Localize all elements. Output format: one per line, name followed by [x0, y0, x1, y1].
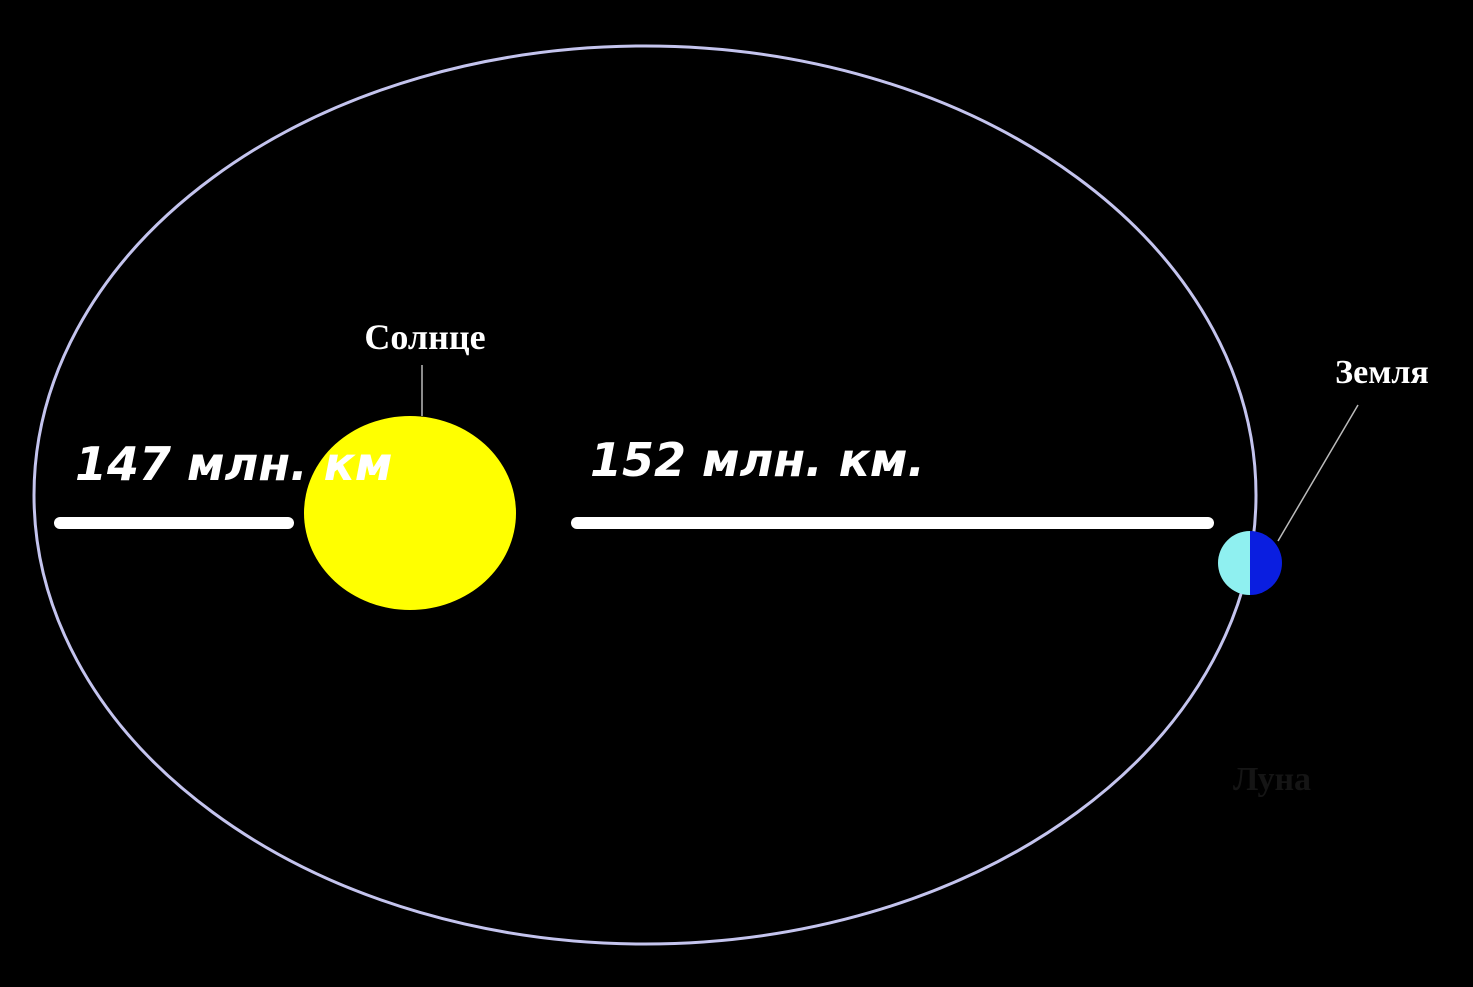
aphelion-label: 152 млн. км. [590, 433, 925, 487]
page: Солнце 147 млн. км 152 млн. км. Земля Лу… [0, 0, 1473, 987]
background [0, 0, 1473, 987]
sun-label: Солнце [364, 317, 485, 357]
earth [1218, 531, 1282, 595]
earth-label: Земля [1335, 354, 1429, 391]
perihelion-label: 147 млн. км [75, 437, 392, 491]
moon-label: Луна [1233, 761, 1311, 798]
orbit-diagram: Солнце 147 млн. км 152 млн. км. Земля Лу… [0, 0, 1473, 987]
